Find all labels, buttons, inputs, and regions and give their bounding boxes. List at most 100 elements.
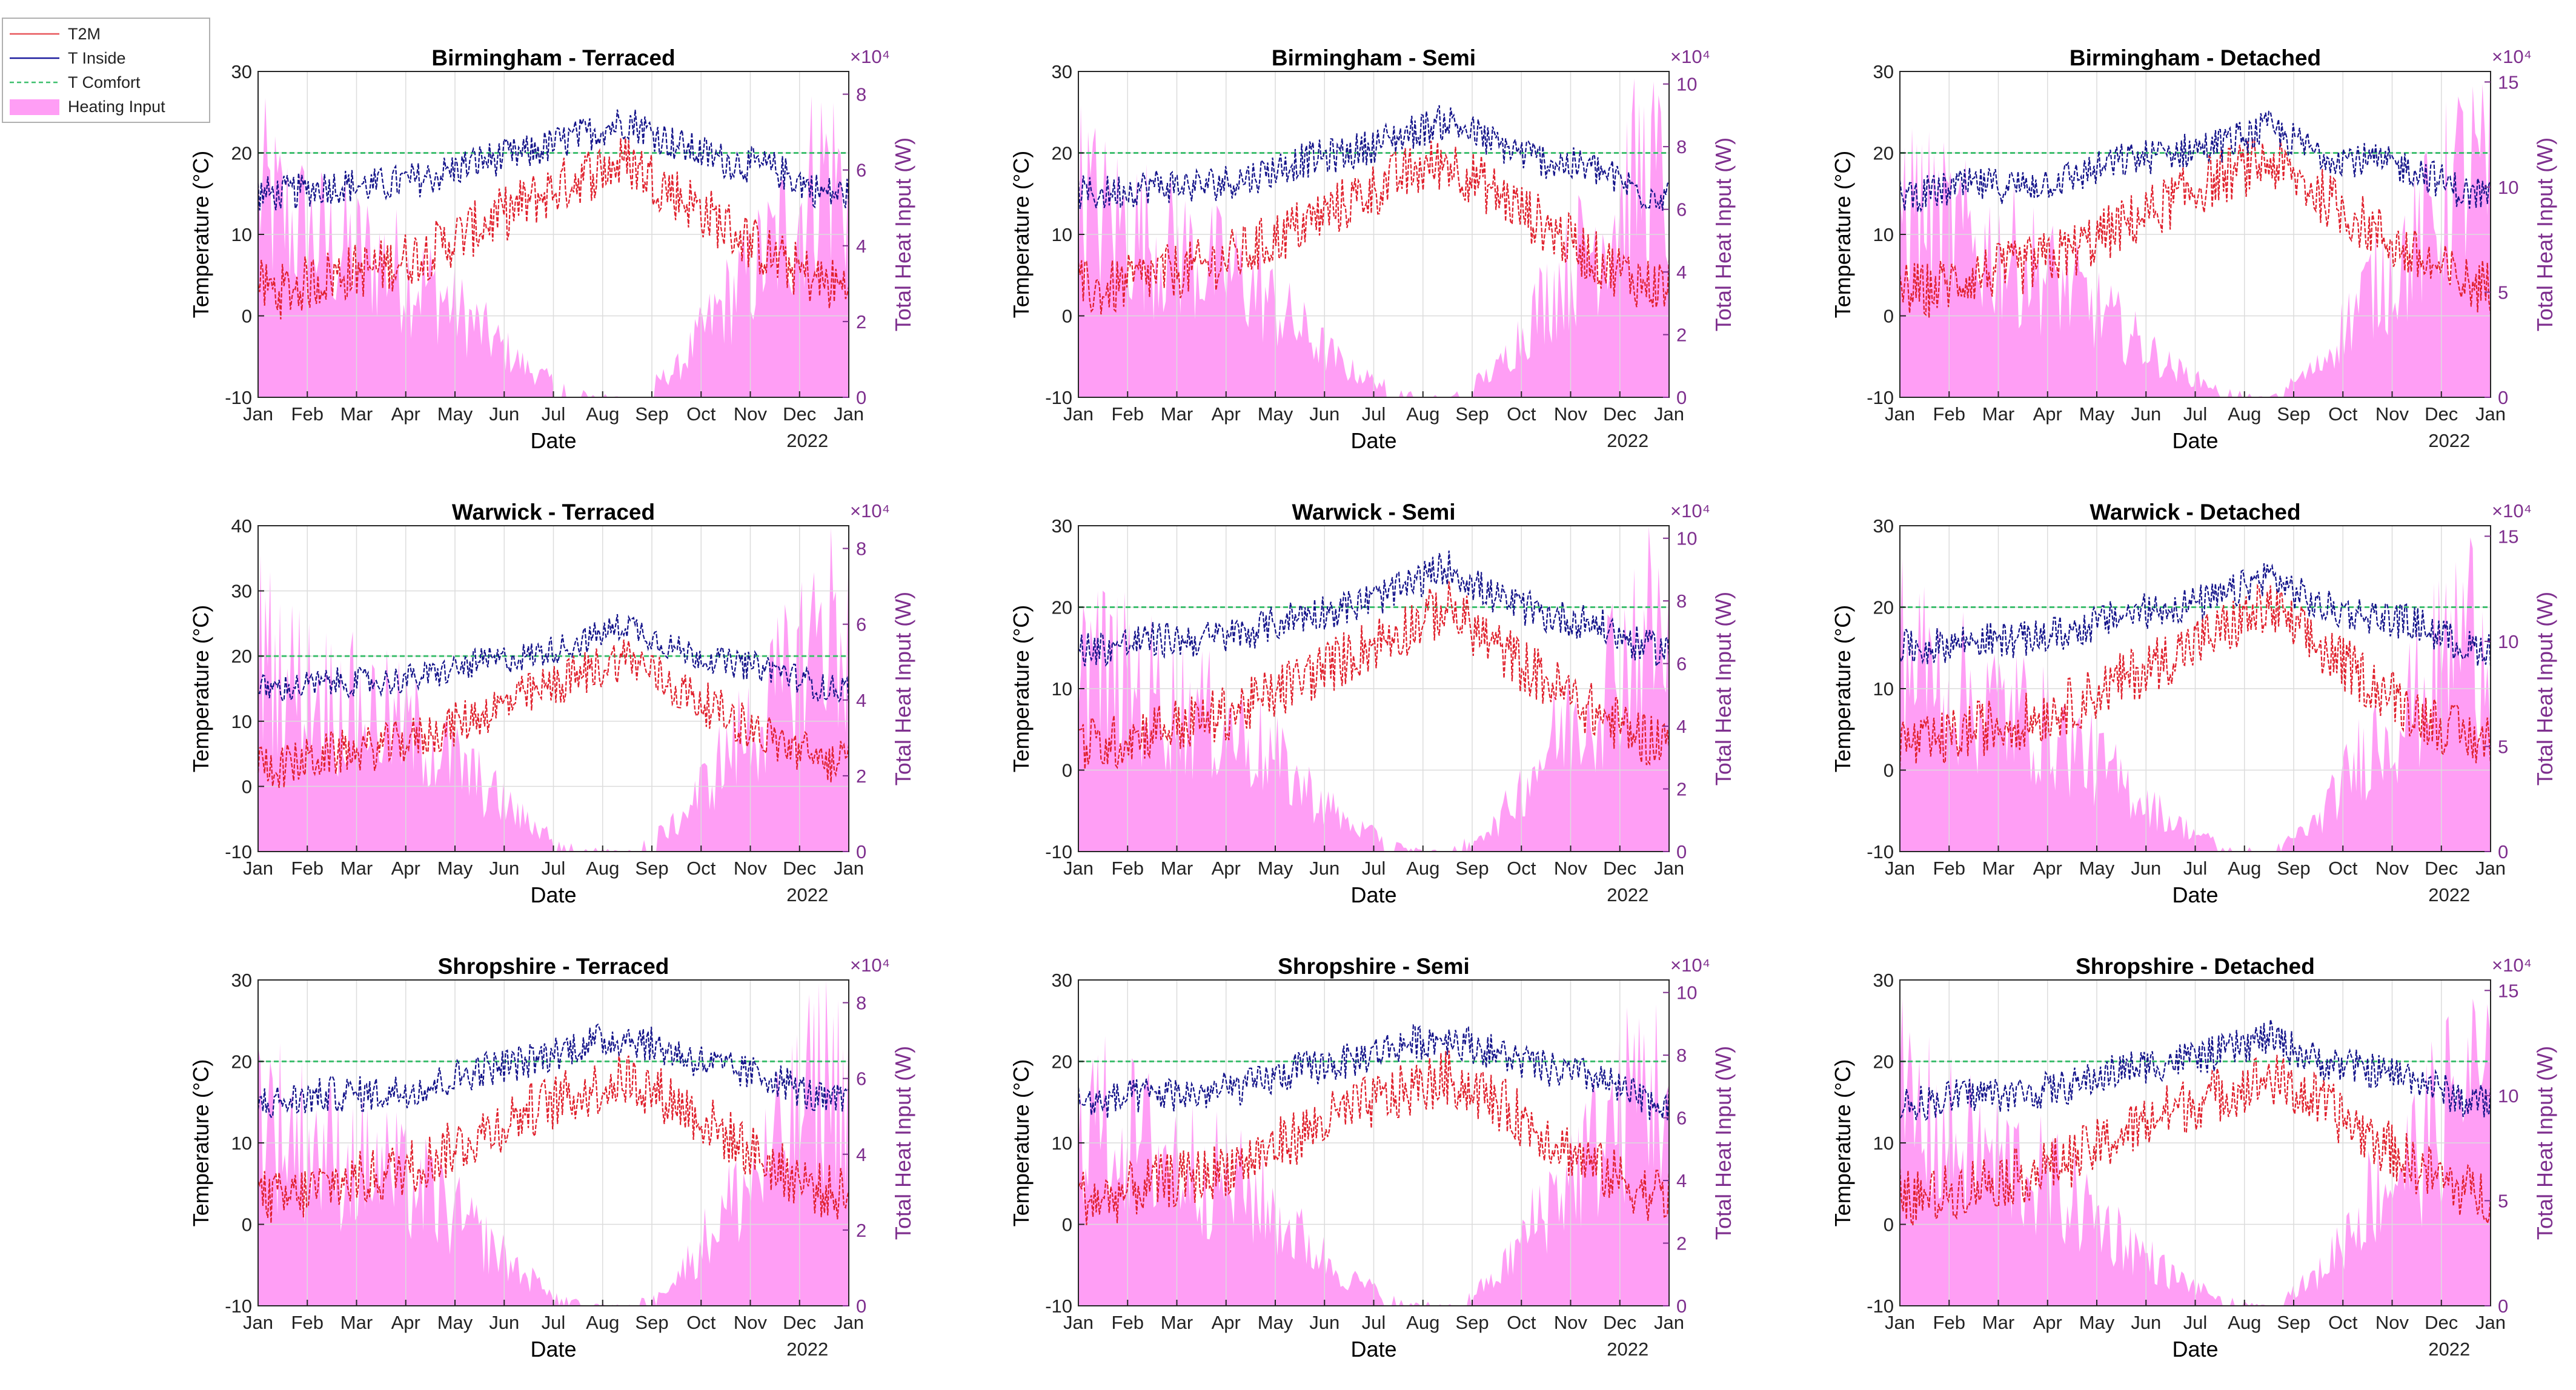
x-axis-label: Date	[2172, 428, 2218, 453]
chart-title: Shropshire - Detached	[2076, 954, 2315, 979]
y-tick-label: 10	[1052, 1133, 1072, 1154]
t-inside-line	[1899, 1019, 2492, 1121]
x-tick-label: Jan	[1885, 403, 1915, 425]
x-tick-label: Sep	[1455, 1312, 1489, 1333]
y-tick-label: 20	[1873, 1051, 1894, 1073]
t-inside-line	[257, 109, 850, 211]
t2m-line	[1899, 1054, 2492, 1226]
x-tick-label: Mar	[1982, 1312, 2014, 1333]
x-tick-label: Jun	[2131, 858, 2161, 879]
y2-tick-label: 0	[2498, 387, 2508, 408]
y-tick-label: -10	[225, 387, 252, 408]
y2-tick-label: 8	[856, 538, 866, 560]
chart-title: Birmingham - Semi	[1272, 45, 1476, 70]
x-tick-label: Jul	[542, 858, 566, 879]
x-year-label: 2022	[786, 430, 828, 451]
legend-label: T Inside	[68, 49, 126, 67]
x-tick-label: Feb	[1112, 403, 1144, 425]
t-inside-line	[1899, 110, 2491, 213]
x-tick-label: Oct	[2328, 403, 2358, 425]
x-tick-label: Aug	[2228, 858, 2261, 879]
y-tick-label: 30	[1873, 515, 1894, 537]
y-tick-label: 40	[231, 515, 252, 537]
y-tick-label: 10	[1873, 678, 1894, 700]
x-axis-label: Date	[530, 428, 576, 453]
y2-tick-label: 8	[856, 84, 866, 105]
x-tick-label: Sep	[1455, 858, 1489, 879]
x-tick-label: Jan	[834, 858, 864, 879]
y-axis-label: Temperature (°C)	[188, 1059, 213, 1226]
x-year-label: 2022	[2428, 884, 2470, 905]
x-tick-label: Sep	[2277, 1312, 2310, 1333]
y-tick-label: 0	[1062, 760, 1072, 781]
x-tick-label: Nov	[2375, 403, 2409, 425]
y-axis-label: Temperature (°C)	[1009, 1059, 1034, 1226]
y2-tick-label: 0	[856, 1296, 866, 1317]
y-tick-label: 10	[1052, 224, 1072, 245]
chart-title: Shropshire - Semi	[1278, 954, 1470, 979]
y2-tick-label: 6	[1676, 199, 1687, 220]
x-tick-label: Nov	[734, 858, 768, 879]
x-tick-label: Jun	[1309, 403, 1339, 425]
chart-panel: -10 0 10 20 30 0 2 4 6 8 Jan Feb Mar Apr May Jun Jul Aug S…	[188, 954, 915, 1362]
y2-tick-label: 0	[1676, 1296, 1687, 1317]
chart-panel: -10 0 10 20 30 0 5 10 15 Jan Feb Mar Apr May Jun Jul Aug…	[1830, 954, 2557, 1362]
x-tick-label: Apr	[2033, 858, 2062, 879]
x-tick-label: May	[437, 403, 473, 425]
y2-tick-label: 0	[856, 387, 866, 408]
y2-tick-label: 2	[1676, 1233, 1687, 1254]
x-tick-label: Jun	[2131, 1312, 2161, 1333]
x-tick-label: May	[437, 1312, 473, 1333]
y-tick-label: 0	[1884, 760, 1894, 781]
y-tick-label: 20	[1052, 597, 1072, 618]
y2-axis-label: Total Heat Input (W)	[891, 137, 915, 331]
x-tick-label: Feb	[291, 858, 324, 879]
x-axis-label: Date	[2172, 1337, 2218, 1362]
x-tick-label: Dec	[2425, 858, 2458, 879]
x-tick-label: Feb	[1933, 1312, 1965, 1333]
y-tick-label: 0	[242, 1214, 252, 1236]
y-tick-label: 30	[1873, 61, 1894, 82]
x-tick-label: Mar	[340, 1312, 373, 1333]
x-tick-label: Dec	[2425, 1312, 2458, 1333]
y2-tick-label: 6	[1676, 654, 1687, 675]
chart-panels: -10 0 10 20 30 0 2 4 6 8 Jan Feb Mar Apr May Jun Jul Aug S…	[188, 45, 2557, 1362]
x-tick-label: Aug	[2228, 1312, 2261, 1333]
chart-panel: -10 0 10 20 30 0 2 4 6 8 10 Jan Feb Mar Apr May Jun Jul Au…	[1009, 45, 1736, 453]
x-tick-label: Oct	[1507, 858, 1536, 879]
x-tick-label: Dec	[2425, 403, 2458, 425]
x-tick-label: Jun	[489, 1312, 519, 1333]
x-tick-label: Oct	[2328, 1312, 2358, 1333]
y2-tick-label: 4	[856, 236, 866, 257]
x-tick-label: Sep	[635, 1312, 668, 1333]
y-tick-label: 10	[1052, 678, 1072, 700]
x-tick-label: Apr	[1212, 403, 1241, 425]
x-tick-label: Sep	[2277, 858, 2310, 879]
y2-tick-label: 0	[1676, 841, 1687, 862]
x-year-label: 2022	[2428, 430, 2470, 451]
x-tick-label: Jul	[2183, 403, 2208, 425]
y2-tick-label: 4	[856, 690, 866, 711]
x-tick-label: Jan	[2475, 858, 2506, 879]
y2-exponent-label: ×10⁴	[850, 500, 890, 521]
x-tick-label: Jan	[243, 858, 273, 879]
x-year-label: 2022	[1607, 430, 1648, 451]
x-tick-label: Mar	[1982, 403, 2014, 425]
chart-title: Birmingham - Terraced	[431, 45, 675, 70]
y2-tick-label: 15	[2498, 526, 2518, 547]
y2-tick-label: 5	[2498, 736, 2508, 757]
x-tick-label: Jan	[1063, 858, 1094, 879]
legend-label: T Comfort	[68, 73, 141, 91]
y2-exponent-label: ×10⁴	[1670, 955, 1710, 976]
y-tick-label: 20	[1052, 143, 1072, 164]
x-tick-label: Dec	[783, 858, 816, 879]
x-tick-label: Jan	[1885, 1312, 1915, 1333]
x-tick-label: Sep	[635, 858, 668, 879]
x-tick-label: Aug	[586, 858, 619, 879]
x-tick-label: Aug	[586, 1312, 619, 1333]
chart-panel: -10 0 10 20 30 40 0 2 4 6 8 Jan Feb Mar Apr May Jun Jul Au…	[188, 500, 915, 907]
t2m-line	[257, 1053, 850, 1223]
legend: T2M T Inside T Comfort Heating Input	[2, 18, 210, 123]
y2-tick-label: 10	[2498, 177, 2518, 198]
t-inside-line	[257, 1023, 849, 1118]
